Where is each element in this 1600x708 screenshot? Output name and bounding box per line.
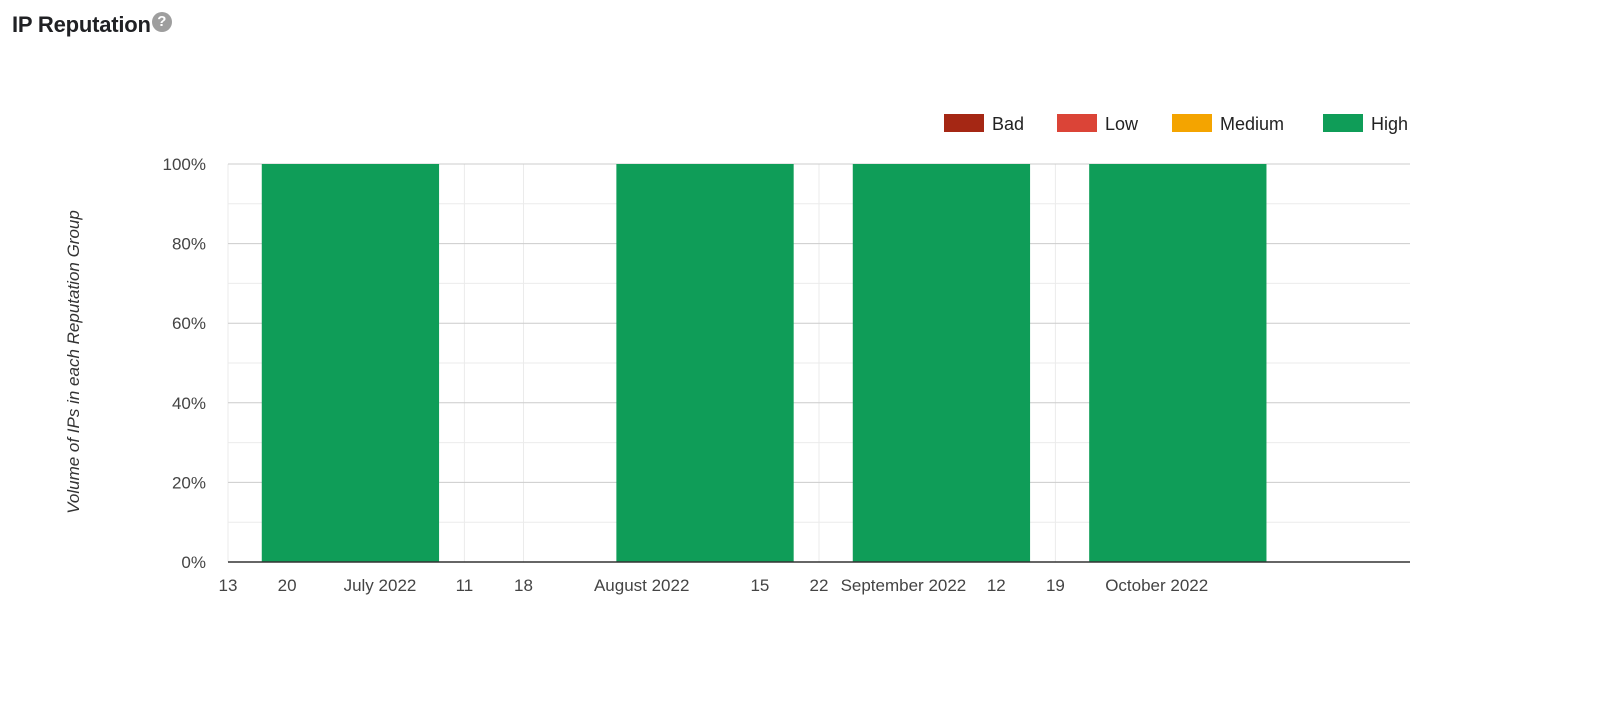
x-tick-label: 18	[514, 576, 533, 595]
bars	[261, 164, 1267, 562]
x-tick-label: August 2022	[594, 576, 689, 595]
legend: Bad Low Medium High	[944, 114, 1408, 134]
bar-high[interactable]	[1089, 164, 1267, 562]
chart-header: IP Reputation ?	[12, 12, 172, 38]
x-tick-label: July 2022	[344, 576, 417, 595]
y-tick-label: 80%	[172, 235, 206, 254]
y-axis-ticks: 0% 20% 40% 60% 80% 100%	[163, 155, 206, 572]
x-tick-label: 12	[987, 576, 1006, 595]
x-tick-label: September 2022	[841, 576, 967, 595]
legend-label-low[interactable]: Low	[1105, 114, 1139, 134]
bar-high[interactable]	[616, 164, 794, 562]
y-tick-label: 100%	[163, 155, 206, 174]
x-axis-ticks: 13 20 July 2022 11 18 August 2022 15 22 Septembe…	[219, 576, 1209, 595]
legend-label-medium[interactable]: Medium	[1220, 114, 1284, 134]
y-axis-label: Volume of IPs in each Reputation Group	[64, 210, 83, 514]
x-tick-label: 19	[1046, 576, 1065, 595]
legend-label-bad[interactable]: Bad	[992, 114, 1024, 134]
y-tick-label: 60%	[172, 314, 206, 333]
bar-high[interactable]	[261, 164, 440, 562]
x-tick-label: 22	[810, 576, 829, 595]
legend-swatch-high	[1323, 114, 1363, 132]
x-tick-label: 20	[278, 576, 297, 595]
x-tick-label: 11	[456, 576, 474, 595]
bar-high[interactable]	[852, 164, 1031, 562]
legend-swatch-bad	[944, 114, 984, 132]
legend-swatch-low	[1057, 114, 1097, 132]
help-icon[interactable]: ?	[151, 12, 172, 32]
x-tick-label: October 2022	[1105, 576, 1208, 595]
legend-swatch-medium	[1172, 114, 1212, 132]
x-tick-label: 13	[219, 576, 238, 595]
x-tick-label: 15	[750, 576, 769, 595]
y-tick-label: 40%	[172, 394, 206, 413]
legend-label-high[interactable]: High	[1371, 114, 1408, 134]
y-tick-label: 0%	[181, 553, 206, 572]
y-tick-label: 20%	[172, 473, 206, 492]
page-title: IP Reputation	[12, 12, 151, 37]
